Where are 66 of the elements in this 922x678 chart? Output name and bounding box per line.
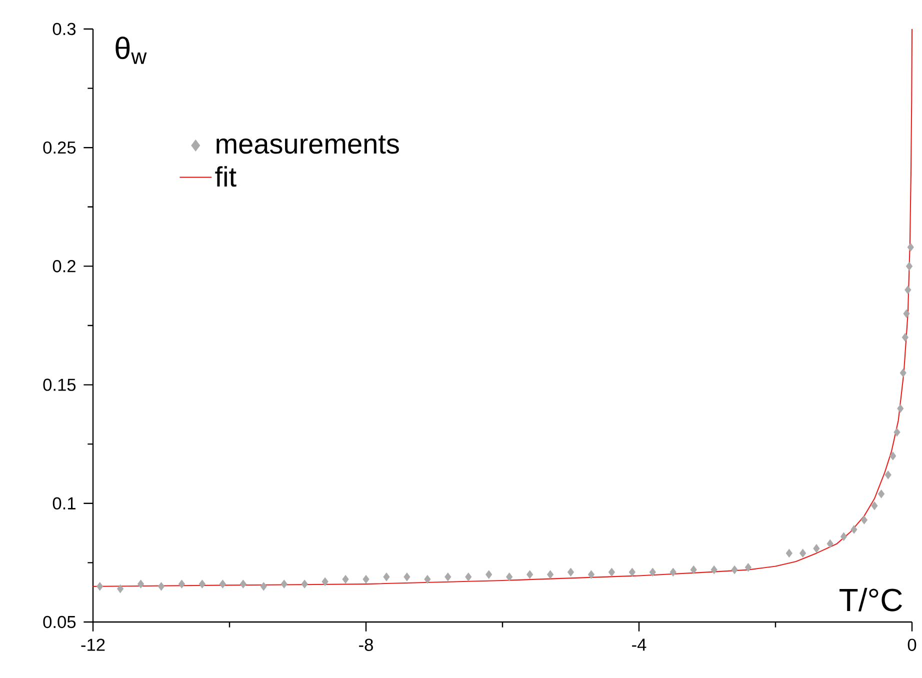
- point: [404, 572, 410, 582]
- point: [280, 580, 288, 588]
- point: [860, 516, 868, 524]
- x-tick-label: -8: [359, 638, 373, 651]
- y-tick-label: 0.3: [52, 22, 76, 36]
- point: [902, 333, 908, 342]
- point: [690, 566, 697, 574]
- line-series: [92, 28, 913, 587]
- point: [198, 580, 206, 588]
- point: [260, 582, 267, 591]
- point: [608, 568, 615, 576]
- legend-label: fit: [215, 166, 236, 187]
- point: [670, 568, 676, 576]
- point: [178, 580, 185, 588]
- point: [840, 532, 848, 541]
- y-axis-title: θ$_{w}$: [116, 36, 147, 64]
- x-tick-label: -4: [632, 638, 646, 651]
- point: [894, 428, 900, 436]
- point: [884, 470, 892, 480]
- point: [117, 584, 124, 594]
- point: [465, 572, 472, 582]
- point: [506, 572, 513, 582]
- point: [362, 575, 370, 584]
- point: [96, 582, 104, 591]
- point: [900, 368, 906, 378]
- y-tick-label: 0.05: [43, 616, 76, 628]
- point: [547, 570, 554, 579]
- point: [744, 563, 752, 572]
- point: [786, 548, 792, 558]
- point: [383, 572, 390, 582]
- point: [526, 570, 534, 579]
- point: [444, 572, 452, 582]
- point: [890, 452, 896, 460]
- y-tick-label: 0.1: [52, 497, 76, 510]
- point: [567, 568, 574, 576]
- point: [424, 575, 431, 584]
- point: [322, 577, 328, 586]
- point: [878, 490, 885, 498]
- point: [628, 568, 636, 576]
- point: [342, 575, 349, 584]
- point: [486, 570, 492, 579]
- point: [588, 570, 594, 579]
- point: [158, 582, 165, 591]
- point: [813, 544, 820, 553]
- point: [903, 309, 910, 318]
- point: [301, 580, 308, 588]
- point: [649, 568, 656, 576]
- y-tick-label: 0.15: [43, 378, 76, 391]
- x-tick-label: -12: [81, 638, 105, 651]
- x-axis-title: T/°C: [840, 588, 902, 612]
- y-tick-label: 0.2: [52, 260, 76, 272]
- point: [906, 262, 913, 270]
- point: [710, 566, 718, 574]
- point: [219, 580, 226, 588]
- point: [138, 580, 144, 588]
- x-tick-label: 0: [908, 638, 916, 651]
- point: [897, 404, 904, 413]
- point: [904, 286, 912, 294]
- y-tick-label: 0.25: [43, 141, 76, 154]
- point: [800, 548, 806, 558]
- point: [240, 580, 246, 588]
- point: [731, 566, 738, 574]
- legend-label: measurements: [216, 135, 399, 154]
- point: [826, 539, 834, 548]
- point: [871, 501, 878, 510]
- point: [850, 525, 858, 534]
